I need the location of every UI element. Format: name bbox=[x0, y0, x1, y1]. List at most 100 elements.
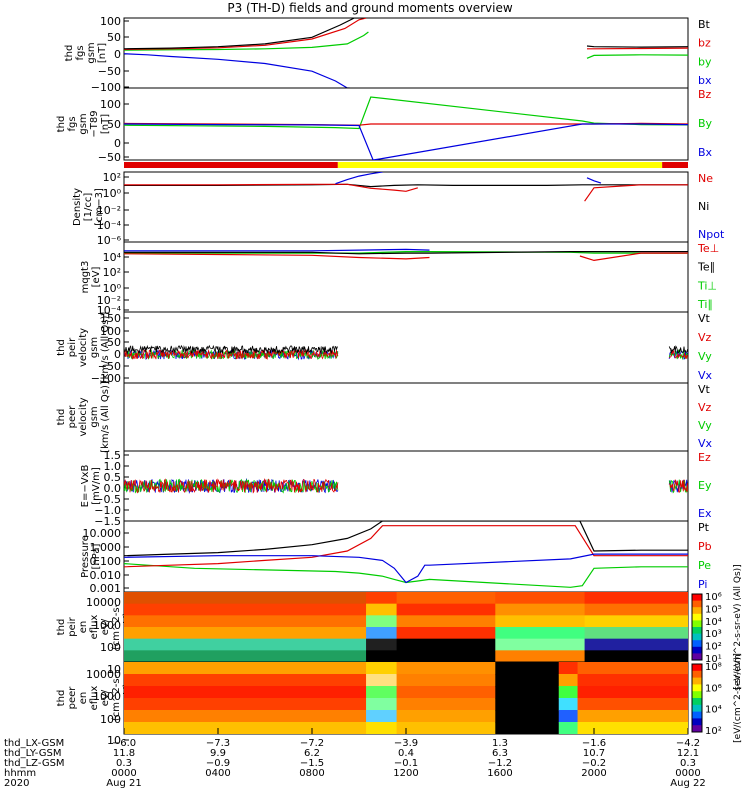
spectrogram-cell bbox=[366, 603, 398, 616]
x-row-value: −3.9 bbox=[394, 738, 418, 749]
x-row-label: thd_LX-GSM bbox=[4, 738, 64, 749]
y-tick-label: 10⁻² bbox=[97, 204, 121, 217]
spectrogram-cell bbox=[396, 662, 496, 675]
legend-fgs-gsm-t89: Bz bbox=[698, 88, 712, 101]
spectrogram-cell bbox=[495, 650, 586, 662]
y-axis-label: eflux bbox=[89, 615, 100, 640]
spectrogram-cell bbox=[495, 615, 586, 628]
x-row-value: −0.1 bbox=[394, 758, 418, 769]
spectrogram-cell bbox=[396, 627, 496, 640]
colorbar-cell bbox=[692, 725, 702, 733]
legend-peer-velocity: Vy bbox=[698, 419, 712, 432]
colorbar-cell bbox=[692, 653, 702, 661]
y-axis-label: thd bbox=[56, 339, 67, 356]
status-segment-red bbox=[662, 162, 688, 168]
spectrogram-cell bbox=[396, 650, 496, 662]
y-tick-label: 10 bbox=[107, 663, 121, 676]
spectrogram-cell bbox=[366, 627, 398, 640]
legend-density: Npot bbox=[698, 228, 725, 241]
y-tick-label: 10⁻⁶ bbox=[97, 234, 122, 247]
y-tick-label: −0.5 bbox=[94, 493, 121, 506]
spectrogram-cell bbox=[495, 638, 586, 651]
y-tick-label: −50 bbox=[98, 65, 121, 78]
y-tick-label: 100 bbox=[100, 15, 121, 28]
spectrogram-cell bbox=[124, 722, 367, 734]
spectrogram-cell bbox=[558, 674, 579, 687]
x-row-value: 0000 bbox=[675, 768, 700, 779]
legend-mom-temperature: Ti⊥ bbox=[697, 279, 717, 292]
x-row-value: 0.4 bbox=[398, 748, 414, 759]
noise-series bbox=[124, 344, 338, 355]
spectrogram-cell bbox=[495, 627, 586, 640]
spectrogram-cell bbox=[124, 638, 367, 651]
y-tick-label: 10⁻⁴ bbox=[97, 219, 122, 232]
spectrogram-cell bbox=[124, 662, 367, 675]
y-axis-label: thd bbox=[56, 409, 67, 426]
x-row-value: Aug 21 bbox=[106, 778, 141, 789]
legend-peir-velocity: Vx bbox=[698, 369, 713, 382]
legend-density: Ni bbox=[698, 200, 709, 213]
colorbar-cell bbox=[692, 646, 702, 654]
x-row-value: 6.3 bbox=[492, 748, 508, 759]
panel-frame bbox=[123, 17, 689, 89]
y-tick-label: 100 bbox=[100, 325, 121, 338]
y-axis-label: [km/s (All Qs)] bbox=[100, 312, 111, 384]
x-row-label: 2020 bbox=[4, 778, 29, 789]
spectrogram-cell bbox=[495, 722, 560, 734]
series-line bbox=[124, 521, 688, 557]
colorbar-cell bbox=[692, 613, 702, 621]
series-line bbox=[124, 525, 688, 568]
y-tick-label: −100 bbox=[91, 81, 121, 94]
spectrogram-cell bbox=[366, 650, 398, 662]
x-row-label: thd_LZ-GSM bbox=[4, 758, 65, 769]
spectrogram-cell bbox=[584, 627, 688, 640]
spectrogram-cell bbox=[584, 615, 688, 628]
colorbar-cell bbox=[692, 627, 702, 635]
spectrogram-cell bbox=[577, 710, 688, 723]
y-tick-label: −50 bbox=[98, 360, 121, 373]
x-row-value: 0800 bbox=[299, 768, 324, 779]
y-axis-label: velocity bbox=[78, 397, 89, 436]
y-tick-label: 100 bbox=[100, 713, 121, 726]
y-axis-label: Density bbox=[72, 188, 83, 226]
y-axis-label: peer bbox=[67, 686, 78, 710]
y-axis-label: thd bbox=[64, 45, 75, 62]
y-tick-label: 10² bbox=[103, 171, 121, 184]
spectrogram-cell bbox=[396, 722, 496, 734]
panel-peir-en-eflux: 10000100010010thdpeirenefluxeV/(cm^2-s-s… bbox=[56, 564, 743, 689]
legend-mom-temperature: Te∥ bbox=[697, 261, 715, 274]
spectrogram-cell bbox=[366, 686, 398, 699]
x-row-value: 1600 bbox=[487, 768, 512, 779]
series-line bbox=[124, 251, 688, 254]
colorbar-cell bbox=[692, 677, 702, 685]
legend-peir-velocity: Vy bbox=[698, 350, 712, 363]
x-row-label: thd_LY-GSM bbox=[4, 748, 61, 759]
spectrogram-cell bbox=[577, 686, 688, 699]
spectrogram-cell bbox=[584, 603, 688, 616]
spectrogram-cell bbox=[396, 592, 496, 605]
legend-density: Ne bbox=[698, 172, 713, 185]
panel-peer-velocity: thd peer velocity gsm [km/s (All Qs)] Vt Vz Vy V… bbox=[56, 381, 713, 453]
colorbar-label: [eV/(cm^2-s-sr-eV) (All Qs)] bbox=[733, 564, 743, 689]
y-axis-label: (cm^2-s- bbox=[111, 674, 122, 721]
colorbar-peer-en-eflux: 10⁸ 10⁶ 10⁴ 10² [eV/(cm^2-s-sr-eV)] bbox=[691, 653, 743, 743]
legend-peer-velocity: Vx bbox=[698, 437, 713, 450]
series-line bbox=[335, 172, 602, 185]
y-tick-label: −50 bbox=[98, 151, 121, 164]
spectrogram-cell bbox=[558, 686, 579, 699]
panel-fgs-gsm-t89: 100 50 0−50 thd fgs gsm −T89 [nT] Bz By Bx bbox=[56, 87, 713, 164]
spectrogram-cell bbox=[366, 662, 398, 675]
spectrogram-cell bbox=[366, 674, 398, 687]
y-axis-label: gsm bbox=[86, 42, 97, 63]
spectrogram-peer-en-eflux bbox=[124, 662, 688, 734]
y-axis-label: [nPa] bbox=[91, 543, 102, 569]
y-tick-label: 0 bbox=[114, 48, 121, 61]
x-row-value: 1.3 bbox=[492, 738, 508, 749]
spectrogram-cell bbox=[495, 698, 560, 711]
panel-density: 10² 10⁰ 10⁻² 10⁻⁴ 10⁻⁶ Density [1/cc] [cm−3] Ne N… bbox=[72, 171, 725, 247]
spectrogram-cell bbox=[396, 710, 496, 723]
